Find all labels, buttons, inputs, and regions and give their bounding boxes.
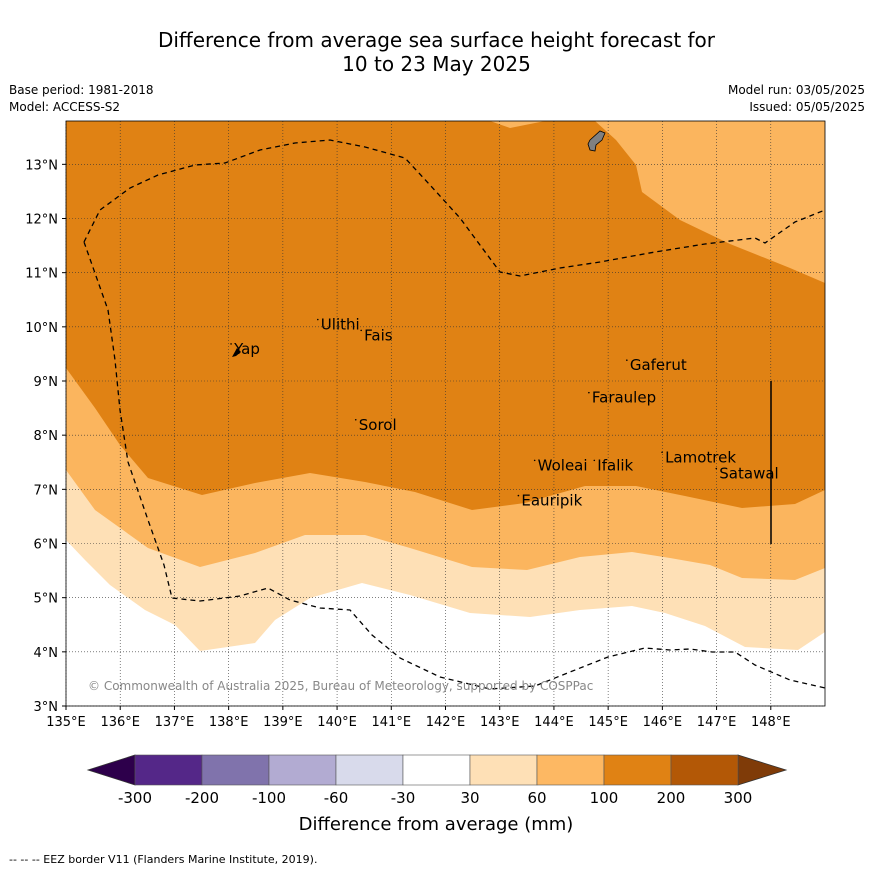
yap-land	[232, 348, 241, 357]
colorbar-swatch	[268, 754, 337, 786]
longitude-ticks: 135°E 136°E 137°E 138°E 139°E 140°E 141°E 142°E…	[46, 706, 791, 730]
place-marker	[626, 359, 628, 361]
lon-tick-label: 145°E	[588, 715, 628, 730]
colorbar-tick-label: -300	[118, 789, 152, 807]
place-label: Ifalik	[597, 456, 633, 474]
lat-tick-label: 11°N	[25, 267, 58, 282]
lat-tick-label: 13°N	[25, 158, 58, 173]
colorbar-tick-label: -200	[185, 789, 219, 807]
place-marker	[715, 467, 718, 470]
place-marker	[230, 343, 232, 345]
lon-tick-label: 140°E	[317, 715, 357, 730]
lon-tick-label: 147°E	[697, 715, 737, 730]
colorbar-swatch	[603, 754, 672, 786]
place-label: Lamotrek	[665, 448, 736, 466]
lon-tick-label: 143°E	[480, 715, 520, 730]
colorbar-tick-label: 30	[460, 789, 479, 807]
lon-tick-label: 148°E	[751, 715, 791, 730]
colorbar-tick-label: -60	[324, 789, 349, 807]
lat-tick-label: 4°N	[34, 646, 59, 661]
place-label: Eauripik	[521, 492, 582, 510]
lat-tick-label: 7°N	[34, 483, 59, 498]
colorbar-swatch	[469, 754, 538, 786]
lat-tick-label: 8°N	[34, 429, 59, 444]
colorbar-tick-label: -30	[391, 789, 416, 807]
lon-tick-label: 144°E	[534, 715, 574, 730]
colorbar-label: Difference from average (mm)	[299, 814, 574, 835]
place-label: Yap	[233, 340, 260, 358]
colorbar-under-arrow	[86, 754, 136, 786]
place-marker	[588, 391, 590, 394]
copyright-text: © Commonwealth of Australia 2025, Bureau…	[88, 679, 593, 693]
lon-tick-label: 135°E	[46, 715, 86, 730]
lon-tick-label: 137°E	[155, 715, 195, 730]
title-line-2: 10 to 23 May 2025	[342, 52, 531, 76]
contour-fills	[66, 121, 825, 651]
eez-border	[83, 139, 826, 690]
colorbar-tick-label: 100	[590, 789, 619, 807]
colorbar-swatch	[670, 754, 739, 786]
colorbar-tick-label: 300	[724, 789, 753, 807]
place-marker	[360, 329, 362, 332]
model-run: Model run: 03/05/2025	[727, 83, 865, 97]
place-label: Sorol	[359, 416, 397, 434]
colorbar-tick-label: -100	[252, 789, 286, 807]
colorbar-swatch	[402, 754, 471, 786]
place-marker	[661, 451, 663, 454]
colorbar-swatch	[536, 754, 605, 786]
lat-tick-label: 5°N	[34, 592, 59, 607]
place-label: Ulithi	[321, 316, 360, 334]
base-period: Base period: 1981-2018	[9, 83, 154, 97]
place-label: Woleai	[538, 456, 588, 474]
meta-left: Base period: 1981-2018 Model: ACCESS-S2	[9, 82, 154, 116]
lat-tick-label: 3°N	[34, 700, 59, 715]
colorbar-swatch	[335, 754, 404, 786]
colorbar: -300 -200 -100 -60 -30 30 60 100 200 300	[86, 754, 788, 807]
issued-date: Issued: 05/05/2025	[749, 100, 865, 114]
place-marker	[593, 459, 596, 462]
colorbar-swatch	[134, 754, 203, 786]
footer-note: -- -- -- EEZ border V11 (Flanders Marine…	[9, 853, 318, 866]
place-marker	[317, 318, 319, 321]
lon-tick-label: 141°E	[372, 715, 412, 730]
chart-title: Difference from average sea surface heig…	[0, 28, 873, 76]
lat-tick-label: 10°N	[25, 321, 58, 336]
lon-tick-label: 136°E	[100, 715, 140, 730]
place-label: Fais	[364, 326, 393, 344]
place-marker	[533, 459, 536, 462]
lat-tick-label: 6°N	[34, 538, 59, 553]
place-label: Satawal	[719, 465, 778, 483]
lat-tick-label: 12°N	[25, 213, 58, 228]
colorbar-swatch	[201, 754, 270, 786]
band-30-60-northeast	[595, 121, 825, 283]
lat-tick-label: 9°N	[34, 375, 59, 390]
lon-tick-label: 142°E	[426, 715, 466, 730]
place-marker	[517, 494, 520, 497]
colorbar-tick-label: 200	[657, 789, 686, 807]
meta-right: Model run: 03/05/2025 Issued: 05/05/2025	[728, 82, 865, 116]
colorbar-tick-label: 60	[527, 789, 546, 807]
place-label: Gaferut	[630, 356, 687, 374]
title-line-1: Difference from average sea surface heig…	[157, 28, 716, 52]
lon-tick-label: 139°E	[263, 715, 303, 730]
lon-tick-label: 138°E	[209, 715, 249, 730]
latitude-ticks: 3°N 4°N 5°N 6°N 7°N 8°N 9°N 10°N 11°N 12°N 13°N	[25, 158, 66, 715]
place-marker	[354, 418, 357, 421]
place-label: Faraulep	[592, 389, 656, 407]
guam-land	[587, 130, 606, 152]
band-30-60-north	[490, 121, 545, 128]
lon-tick-label: 146°E	[643, 715, 683, 730]
colorbar-over-arrow	[737, 754, 788, 786]
model-name: Model: ACCESS-S2	[9, 100, 121, 114]
